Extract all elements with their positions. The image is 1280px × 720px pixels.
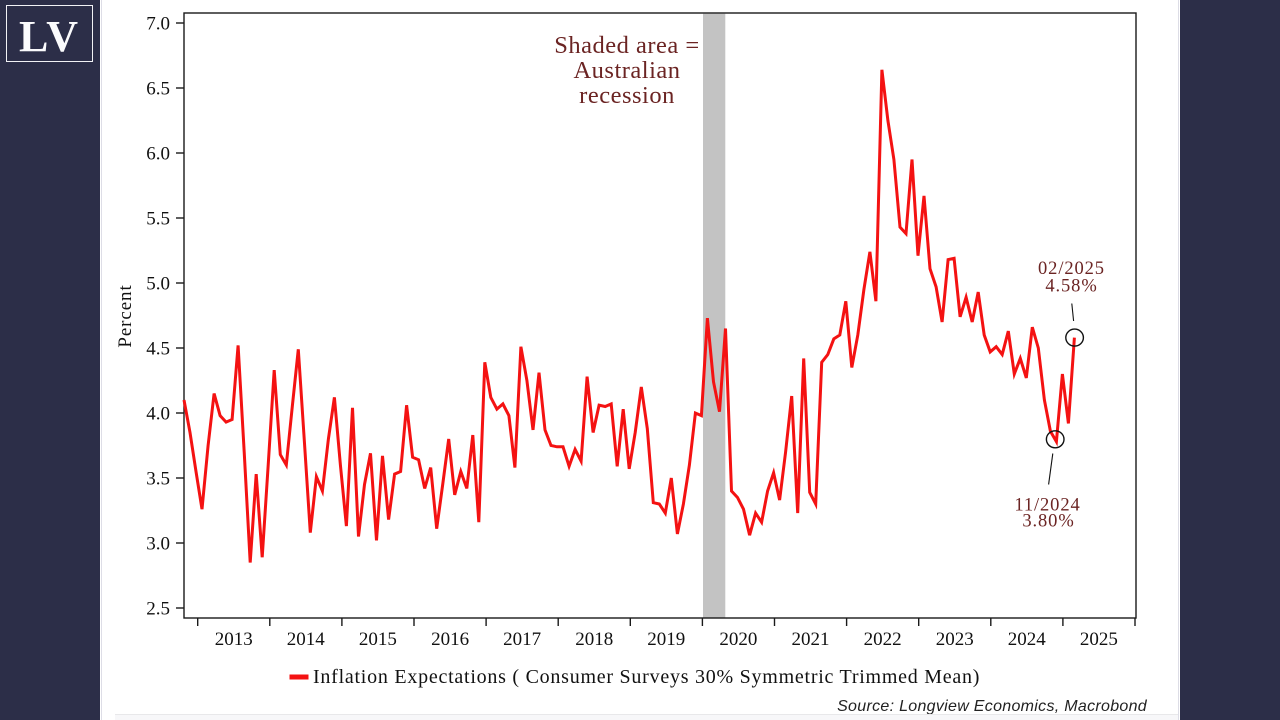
svg-text:5.0: 5.0 (146, 274, 170, 295)
svg-text:2024: 2024 (1008, 629, 1047, 650)
svg-text:5.5: 5.5 (146, 209, 170, 230)
svg-text:3.0: 3.0 (146, 534, 170, 555)
svg-text:2.5: 2.5 (146, 599, 170, 620)
svg-text:3.5: 3.5 (146, 469, 170, 490)
svg-text:Shaded area =: Shaded area = (554, 32, 699, 59)
svg-text:6.5: 6.5 (146, 79, 170, 100)
svg-text:2023: 2023 (936, 629, 974, 650)
svg-text:2020: 2020 (719, 629, 757, 650)
svg-text:2017: 2017 (503, 629, 541, 650)
svg-text:2016: 2016 (431, 629, 469, 650)
svg-text:2025: 2025 (1080, 629, 1118, 650)
svg-text:Source: Longview Economics, Ma: Source: Longview Economics, Macrobond (837, 698, 1148, 715)
svg-text:2019: 2019 (647, 629, 685, 650)
svg-text:2021: 2021 (792, 629, 830, 650)
svg-text:7.0: 7.0 (146, 14, 170, 35)
svg-text:2018: 2018 (575, 629, 613, 650)
svg-text:2014: 2014 (287, 629, 326, 650)
svg-text:4.0: 4.0 (146, 404, 170, 425)
svg-text:02/2025: 02/2025 (1038, 259, 1105, 279)
svg-text:Australian: Australian (573, 57, 680, 84)
svg-text:Inflation Expectations ( Consu: Inflation Expectations ( Consumer Survey… (313, 666, 980, 688)
svg-text:6.0: 6.0 (146, 144, 170, 165)
svg-text:recession: recession (579, 82, 675, 109)
svg-text:11/2024: 11/2024 (1014, 496, 1080, 516)
svg-text:3.80%: 3.80% (1022, 512, 1074, 532)
svg-text:4.5: 4.5 (146, 339, 170, 360)
svg-text:2022: 2022 (864, 629, 902, 650)
svg-text:2015: 2015 (359, 629, 397, 650)
svg-text:Percent: Percent (115, 284, 136, 347)
svg-text:2013: 2013 (215, 629, 253, 650)
svg-text:4.58%: 4.58% (1045, 277, 1097, 297)
